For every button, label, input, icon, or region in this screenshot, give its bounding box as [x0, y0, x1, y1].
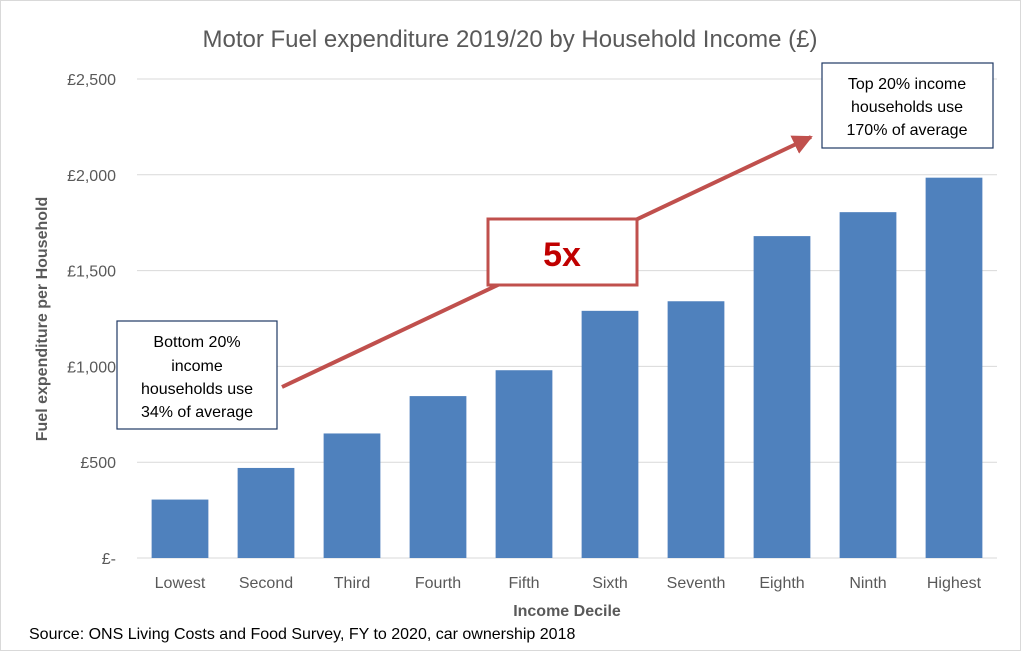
x-tick-label: Lowest: [155, 575, 206, 592]
chart-title: Motor Fuel expenditure 2019/20 by Househ…: [202, 26, 817, 53]
bar-eighth: [753, 236, 811, 558]
bar-highest: [925, 177, 983, 558]
bar-third: [323, 433, 381, 558]
x-tick-label: Eighth: [759, 575, 804, 592]
top-callout-line: 170% of average: [847, 122, 968, 139]
bar-fourth: [409, 396, 467, 558]
bottom-20-callout: Bottom 20% income households use 34% of …: [116, 320, 278, 430]
bar-ninth: [839, 212, 897, 559]
top-callout-line: households use: [851, 99, 963, 116]
x-axis-ticks: Lowest Second Third Fourth Fifth Sixth Seventh…: [155, 575, 982, 592]
bars: [151, 177, 983, 559]
x-tick-label: Highest: [927, 575, 982, 592]
bottom-callout-line: income: [171, 358, 223, 375]
bottom-callout-box: [116, 320, 278, 430]
bar-sixth: [581, 310, 639, 558]
x-tick-label: Fourth: [415, 575, 461, 592]
y-axis-ticks: £- £500 £1,000 £1,500 £2,000 £2,500: [67, 72, 116, 568]
top-callout-line: Top 20% income: [848, 76, 966, 93]
x-tick-label: Third: [334, 575, 370, 592]
x-tick-label: Ninth: [849, 575, 886, 592]
multiplier-callout: 5x: [486, 217, 639, 287]
bottom-callout-line: Bottom 20%: [153, 334, 240, 351]
bottom-callout-line: households use: [141, 381, 253, 398]
y-tick-label: £2,000: [67, 168, 116, 185]
bar-lowest: [151, 499, 209, 558]
bottom-callout-line: 34% of average: [141, 404, 253, 421]
y-tick-label: £500: [80, 455, 116, 472]
top-callout-box: [821, 62, 994, 149]
source-note: Source: ONS Living Costs and Food Survey…: [29, 626, 575, 643]
y-tick-label: £2,500: [67, 72, 116, 89]
y-axis-title: Fuel expenditure per Household: [34, 197, 51, 441]
y-tick-label: £1,000: [67, 359, 116, 376]
bar-second: [237, 467, 295, 558]
x-tick-label: Seventh: [667, 575, 726, 592]
y-tick-label: £1,500: [67, 264, 116, 281]
top-20-callout: Top 20% income households use 170% of av…: [821, 62, 994, 149]
x-tick-label: Fifth: [508, 575, 539, 592]
bar-seventh: [667, 301, 725, 558]
x-tick-label: Sixth: [592, 575, 628, 592]
x-axis-title: Income Decile: [513, 603, 621, 620]
multiplier-label: 5x: [543, 236, 581, 274]
y-tick-label: £-: [102, 551, 116, 568]
bar-fifth: [495, 370, 553, 558]
x-tick-label: Second: [239, 575, 293, 592]
multiplier-box: [486, 217, 639, 287]
